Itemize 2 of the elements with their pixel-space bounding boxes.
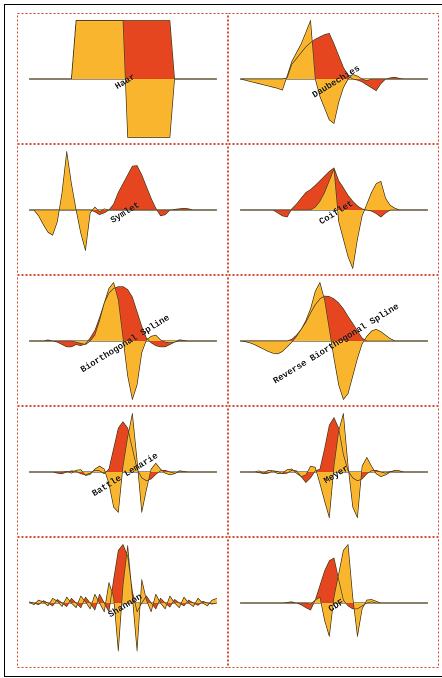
text: Haar xyxy=(114,72,138,92)
text: CDF xyxy=(326,597,346,614)
